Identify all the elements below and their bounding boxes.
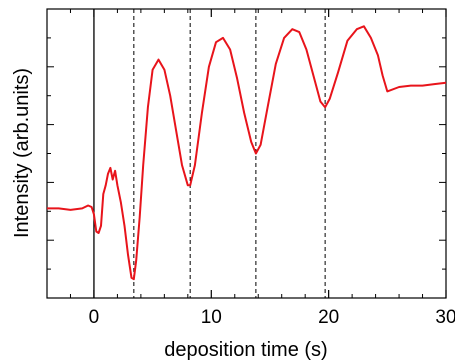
x-tick-label: 10	[201, 307, 222, 328]
plot-frame	[46, 8, 447, 299]
intensity-line	[47, 25, 447, 281]
x-tick-label: 20	[318, 307, 339, 328]
minor-ticks-x	[69, 9, 424, 298]
ticks-x: 0 10 20 30	[89, 9, 455, 328]
x-axis-title: deposition time (s)	[164, 339, 327, 361]
y-axis-title: Intensity (arb.units)	[11, 68, 33, 238]
ticks-y	[47, 37, 446, 270]
x-tick-label: 0	[89, 307, 100, 328]
event-markers	[93, 9, 326, 298]
x-tick-label: 30	[435, 307, 455, 328]
